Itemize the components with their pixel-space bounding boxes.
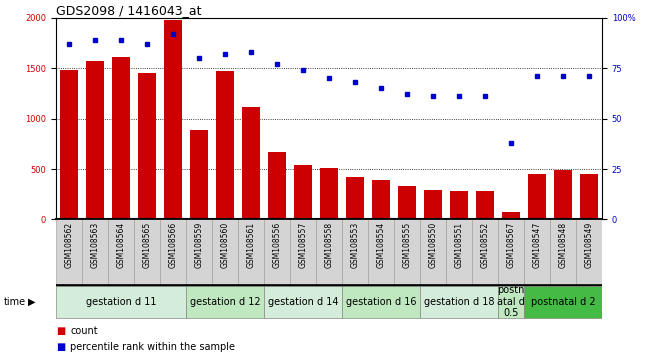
Bar [424, 190, 442, 219]
Bar [524, 219, 550, 285]
Bar [190, 130, 208, 219]
Bar [502, 212, 520, 219]
Bar [472, 219, 498, 285]
Bar [524, 286, 602, 318]
Bar [346, 177, 364, 219]
Bar [394, 219, 420, 285]
Bar [420, 286, 498, 318]
Bar [86, 61, 104, 219]
Text: gestation d 18: gestation d 18 [424, 297, 494, 307]
Bar [268, 152, 286, 219]
Text: time: time [3, 297, 26, 307]
Bar [138, 73, 156, 219]
Text: gestation d 11: gestation d 11 [86, 297, 156, 307]
Text: gestation d 12: gestation d 12 [190, 297, 261, 307]
Text: GSM108556: GSM108556 [272, 222, 282, 268]
Text: GSM108557: GSM108557 [299, 222, 307, 268]
Bar [56, 286, 186, 318]
Bar [134, 219, 160, 285]
Bar [82, 219, 108, 285]
Text: GSM108552: GSM108552 [480, 222, 490, 268]
Text: GSM108562: GSM108562 [64, 222, 74, 268]
Bar [368, 219, 394, 285]
Bar [342, 219, 368, 285]
Bar [450, 191, 468, 219]
Bar [320, 168, 338, 219]
Text: GDS2098 / 1416043_at: GDS2098 / 1416043_at [56, 4, 201, 17]
Bar [294, 165, 312, 219]
Bar [290, 219, 316, 285]
Bar [476, 191, 494, 219]
Text: GSM108550: GSM108550 [428, 222, 438, 268]
Bar [216, 71, 234, 219]
Bar [112, 57, 130, 219]
Text: GSM108548: GSM108548 [559, 222, 568, 268]
Bar [186, 286, 264, 318]
Bar [56, 219, 82, 285]
Bar [242, 108, 260, 219]
Text: postnatal d 2: postnatal d 2 [531, 297, 595, 307]
Text: GSM108554: GSM108554 [376, 222, 386, 268]
Bar [164, 20, 182, 219]
Text: count: count [70, 326, 98, 336]
Bar [212, 219, 238, 285]
Bar [498, 286, 524, 318]
Bar [60, 70, 78, 219]
Bar [264, 219, 290, 285]
Bar [554, 170, 572, 219]
Text: GSM108547: GSM108547 [532, 222, 542, 268]
Text: gestation d 16: gestation d 16 [345, 297, 417, 307]
Text: GSM108555: GSM108555 [403, 222, 411, 268]
Bar [316, 219, 342, 285]
Bar [264, 286, 342, 318]
Bar [528, 173, 546, 219]
Bar [186, 219, 212, 285]
Text: GSM108564: GSM108564 [116, 222, 126, 268]
Text: percentile rank within the sample: percentile rank within the sample [70, 342, 236, 352]
Text: GSM108553: GSM108553 [351, 222, 359, 268]
Text: gestation d 14: gestation d 14 [268, 297, 338, 307]
Text: GSM108558: GSM108558 [324, 222, 334, 268]
Text: GSM108560: GSM108560 [220, 222, 230, 268]
Bar [420, 219, 446, 285]
Text: GSM108566: GSM108566 [168, 222, 178, 268]
Text: GSM108551: GSM108551 [455, 222, 463, 268]
Bar [372, 180, 390, 219]
Bar [160, 219, 186, 285]
Text: postn
atal d
0.5: postn atal d 0.5 [497, 285, 525, 318]
Text: GSM108559: GSM108559 [195, 222, 203, 268]
Text: GSM108549: GSM108549 [584, 222, 594, 268]
Bar [446, 219, 472, 285]
Bar [398, 186, 416, 219]
Bar [342, 286, 420, 318]
Text: ■: ■ [56, 342, 65, 352]
Text: GSM108563: GSM108563 [90, 222, 99, 268]
Bar [238, 219, 264, 285]
Text: ■: ■ [56, 326, 65, 336]
Text: GSM108561: GSM108561 [247, 222, 255, 268]
Bar [576, 219, 602, 285]
Bar [108, 219, 134, 285]
Bar [498, 219, 524, 285]
Bar [580, 173, 598, 219]
Text: ▶: ▶ [28, 297, 36, 307]
Text: GSM108565: GSM108565 [142, 222, 151, 268]
Text: GSM108567: GSM108567 [507, 222, 516, 268]
Bar [550, 219, 576, 285]
